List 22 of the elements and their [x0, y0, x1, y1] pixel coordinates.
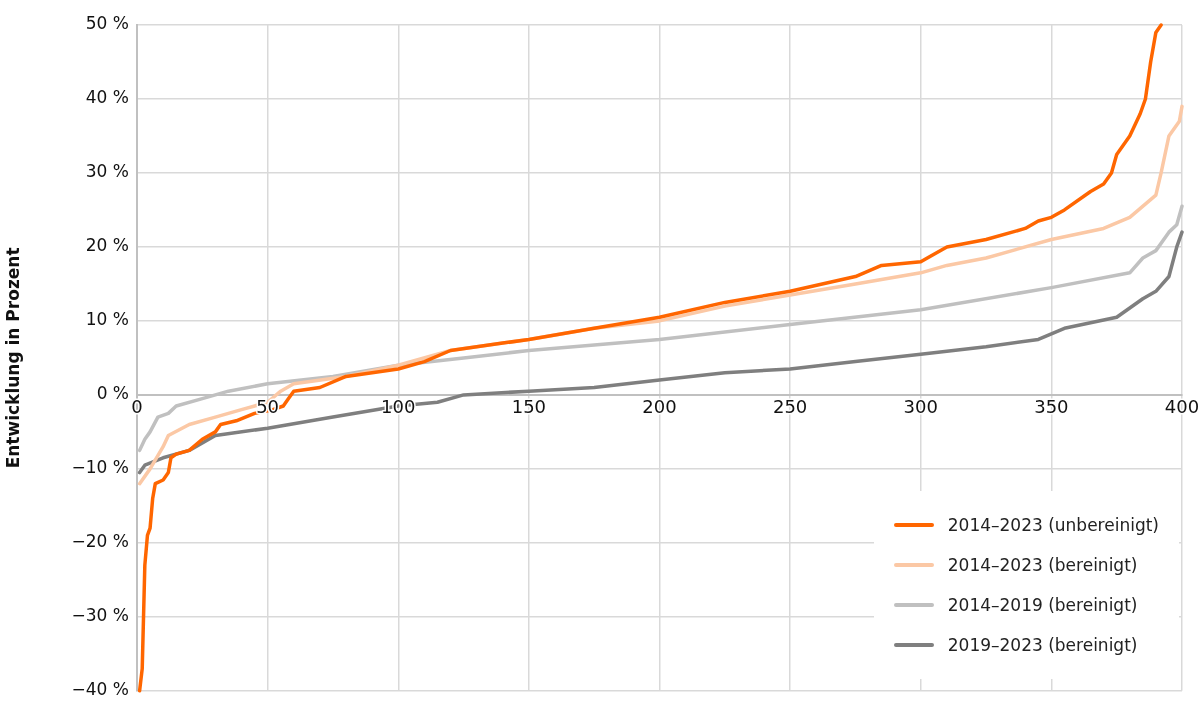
x-tick-label: 250	[772, 395, 808, 417]
y-tick-label: 50 %	[85, 13, 129, 34]
legend-label: 2014–2019 (bereinigt)	[947, 595, 1138, 615]
y-tick-label: 10 %	[85, 309, 129, 330]
y-tick-label: 40 %	[85, 87, 129, 108]
y-tick-label: 30 %	[85, 161, 129, 182]
y-tick-label: 20 %	[85, 235, 129, 256]
legend-label: 2019–2023 (bereinigt)	[947, 635, 1138, 655]
x-tick-label: 150	[511, 395, 547, 417]
legend-label: 2014–2023 (bereinigt)	[947, 555, 1138, 575]
x-tick-label: 200	[642, 395, 677, 417]
x-tick-label: 300	[903, 395, 938, 417]
y-tick-label: −20 %	[71, 531, 129, 552]
x-tick-label: 0	[131, 395, 143, 417]
y-axis-title: Entwicklung in Prozent	[2, 247, 23, 469]
y-tick-label: −30 %	[71, 605, 129, 626]
y-tick-label: −10 %	[71, 457, 129, 478]
legend-label: 2014–2023 (unbereinigt)	[947, 515, 1159, 535]
y-tick-label: −40 %	[71, 679, 129, 700]
x-tick-label: 400	[1164, 395, 1200, 417]
x-tick-label: 350	[1034, 395, 1069, 417]
y-tick-label: 0 %	[96, 383, 129, 404]
